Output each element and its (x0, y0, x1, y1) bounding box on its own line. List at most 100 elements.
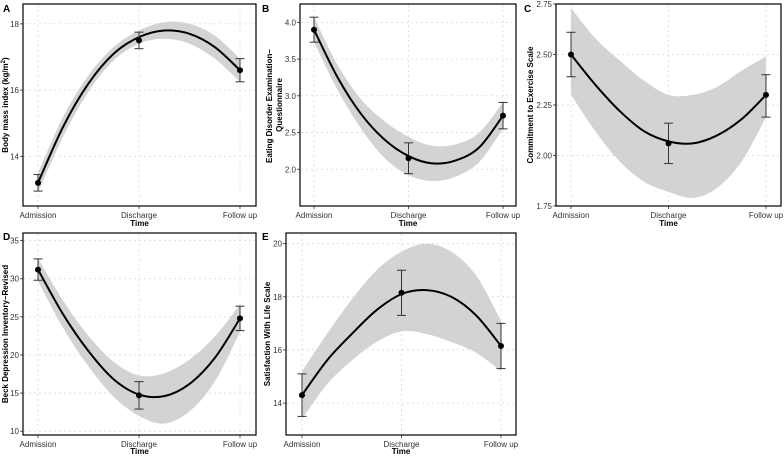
panel-b-y-ticks: 2.0 2.5 3.0 3.5 4.0 (285, 18, 300, 174)
panel-e-x-axis-title: Time (392, 447, 411, 456)
panel-a-x-ticks: Admission Discharge Follow up (20, 206, 258, 220)
panel-d-ytick-label-4: 30 (10, 275, 19, 284)
panel-d-y-ticks: 10 15 20 25 30 35 (10, 237, 23, 436)
panel-a-y-ticks: 14 16 18 (10, 20, 23, 161)
panel-e-ytick-label-1: 16 (273, 346, 282, 355)
panel-d-frame-border (22, 232, 257, 436)
panel-c-xtick-label-2: Follow up (749, 211, 784, 220)
panel-d-confidence-band (38, 258, 240, 424)
panel-c-points (568, 51, 769, 147)
panel-b-ytick-label-0: 2.0 (285, 165, 297, 174)
panel-e-ytick-label-3: 20 (273, 240, 282, 249)
panel-d-y-axis-title: Beck Depression Inventory–Revised (1, 265, 10, 403)
panel-letter-e: E (262, 232, 269, 243)
panel-b: B 2.0 2.5 3.0 3.5 4.0 Admission Discharge Foll… (262, 3, 521, 228)
panel-c-y-axis-title: Commitment to Exercise Scale (526, 46, 535, 163)
panel-a-point-0 (35, 179, 41, 186)
panel-a-y-axis-title: Body mass index (kg/m2) (1, 57, 10, 153)
panel-a-frame-border (22, 3, 257, 207)
panel-letter-b: B (262, 4, 269, 15)
panel-c-ytick-label-4: 2.75 (536, 0, 552, 9)
panel-d-ytick-label-5: 35 (10, 237, 19, 246)
panel-d-x-axis-title: Time (130, 447, 149, 456)
panel-c-confidence-band (571, 8, 766, 198)
panel-b-y-axis-title-line-2: Questionnaire (275, 78, 284, 132)
panel-c-x-axis-title: Time (659, 219, 678, 228)
panel-e-xtick-label-2: Follow up (484, 440, 519, 449)
panel-a-ytick-label-2: 18 (10, 20, 19, 29)
panel-e-points (299, 289, 504, 399)
panel-d-xtick-label-2: Follow up (223, 440, 258, 449)
panel-c-xtick-label-0: Admission (553, 211, 590, 220)
panel-b-frame-border (299, 3, 517, 207)
panel-c-point-1 (665, 140, 672, 147)
panel-d-ytick-label-3: 25 (10, 313, 19, 322)
panel-e-point-0 (299, 392, 305, 399)
panel-b-ytick-label-2: 3.0 (285, 92, 297, 101)
panel-letter-c: C (524, 4, 531, 15)
panel-e-xtick-label-1: Discharge (383, 440, 420, 449)
panel-a-point-2 (237, 67, 243, 74)
panel-b-point-2 (500, 112, 506, 119)
panel-a-ytick-label-0: 14 (10, 152, 19, 161)
panel-b-xtick-label-0: Admission (296, 211, 333, 220)
panel-c: C 1.75 2.00 2.25 2.50 2.75 Admission Discharg… (524, 0, 784, 228)
panel-a-confidence-band (38, 21, 240, 193)
panel-d-xtick-label-1: Discharge (121, 440, 158, 449)
panel-a-xtick-label-1: Discharge (121, 211, 158, 220)
panel-c-frame-border (555, 3, 782, 207)
panel-c-ytick-label-0: 1.75 (536, 202, 552, 211)
panel-c-ytick-label-2: 2.25 (536, 101, 552, 110)
panel-e: E 14 16 18 20 Admission Discharge Follow up T… (262, 232, 519, 456)
panel-b-xtick-label-2: Follow up (486, 211, 521, 220)
panel-c-point-2 (763, 91, 769, 98)
panel-e-ytick-label-0: 14 (273, 399, 282, 408)
panel-b-y-axis-title: Eating Disorder Examination– Questionnai… (265, 47, 284, 163)
panel-b-ytick-label-4: 4.0 (285, 18, 297, 27)
panel-d-xtick-label-0: Admission (20, 440, 57, 449)
panel-e-confidence-band (302, 243, 501, 420)
panel-e-band (302, 243, 501, 420)
panel-a-point-1 (136, 37, 142, 44)
panel-a-band (38, 21, 240, 193)
panel-letter-d: D (3, 232, 10, 243)
panel-c-ytick-label-1: 2.00 (536, 152, 552, 161)
panel-b-ytick-label-3: 3.5 (285, 55, 297, 64)
panel-letter-a: A (3, 4, 10, 15)
panel-a-x-axis-title: Time (130, 219, 149, 228)
panel-e-ytick-label-2: 18 (273, 293, 282, 302)
panel-a-xtick-label-2: Follow up (223, 211, 258, 220)
panel-b-points (311, 26, 506, 162)
panel-d: D 10 15 20 25 30 35 Admission Discharge Follow … (1, 232, 258, 456)
panel-b-point-1 (405, 155, 412, 162)
panel-b-x-axis-title: Time (399, 219, 418, 228)
panel-e-xtick-label-0: Admission (284, 440, 321, 449)
panel-a-grid (24, 5, 255, 205)
panel-e-frame-border (285, 232, 517, 436)
panel-b-x-ticks: Admission Discharge Follow up (296, 206, 521, 220)
panel-b-point-0 (311, 26, 317, 33)
panel-c-ytick-label-3: 2.50 (536, 51, 552, 60)
panel-d-point-0 (35, 266, 41, 273)
panel-d-band (38, 258, 240, 424)
panel-b-xtick-label-1: Discharge (390, 211, 427, 220)
panel-a-xtick-label-0: Admission (20, 211, 57, 220)
panel-a-ytick-label-1: 16 (10, 86, 19, 95)
panel-e-point-1 (398, 289, 405, 296)
panel-c-point-0 (568, 51, 574, 58)
panel-d-point-2 (237, 315, 243, 322)
panel-c-xtick-label-1: Discharge (650, 211, 687, 220)
panel-b-y-axis-title-line-1: Eating Disorder Examination– (265, 49, 274, 163)
panel-e-y-axis-title: Satisfaction With Life Scale (263, 281, 272, 386)
panel-c-x-ticks: Admission Discharge Follow up (553, 206, 784, 220)
panel-b-plot-area (300, 4, 516, 206)
panel-c-band (571, 8, 766, 198)
panel-a-points (35, 37, 243, 186)
panel-c-y-ticks: 1.75 2.00 2.25 2.50 2.75 (536, 0, 556, 211)
panel-e-y-ticks: 14 16 18 20 (273, 240, 286, 408)
panel-d-point-1 (136, 392, 142, 399)
panel-d-ytick-label-0: 10 (10, 427, 19, 436)
panel-d-points (35, 266, 243, 399)
panel-e-point-2 (498, 342, 504, 349)
